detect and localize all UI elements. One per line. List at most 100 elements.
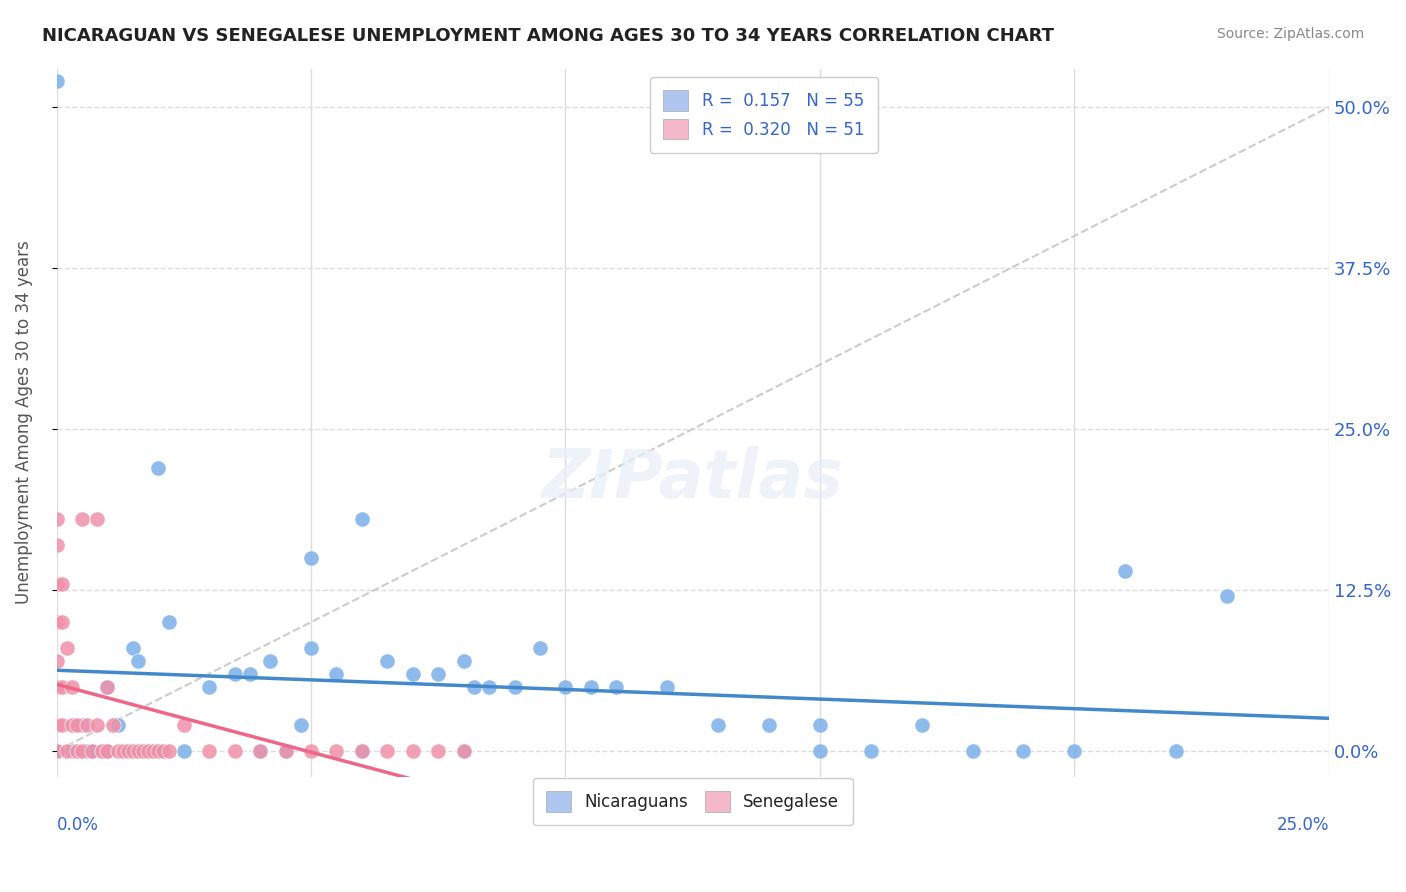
Text: 25.0%: 25.0% xyxy=(1277,815,1329,833)
Point xyxy=(136,744,159,758)
Point xyxy=(45,74,67,88)
Legend: Nicaraguans, Senegalese: Nicaraguans, Senegalese xyxy=(533,778,852,825)
Point xyxy=(56,744,79,758)
Point xyxy=(290,718,312,732)
Point xyxy=(101,718,124,732)
Point xyxy=(96,744,118,758)
Point xyxy=(350,744,373,758)
Point xyxy=(107,744,129,758)
Point xyxy=(299,744,322,758)
Point xyxy=(56,640,79,655)
Point xyxy=(76,744,98,758)
Point xyxy=(132,744,155,758)
Point xyxy=(402,744,425,758)
Point xyxy=(377,654,399,668)
Point xyxy=(605,680,627,694)
Point xyxy=(127,654,149,668)
Point xyxy=(808,718,831,732)
Point xyxy=(962,744,984,758)
Point xyxy=(1063,744,1085,758)
Point xyxy=(96,680,118,694)
Text: 0.0%: 0.0% xyxy=(56,815,98,833)
Point xyxy=(86,512,108,526)
Point xyxy=(529,640,551,655)
Point xyxy=(402,666,425,681)
Point xyxy=(157,744,180,758)
Point xyxy=(859,744,882,758)
Point xyxy=(86,718,108,732)
Point xyxy=(45,680,67,694)
Point xyxy=(239,666,262,681)
Point xyxy=(274,744,297,758)
Point xyxy=(82,744,104,758)
Point xyxy=(96,680,118,694)
Point xyxy=(66,744,89,758)
Point xyxy=(657,680,679,694)
Point xyxy=(503,680,526,694)
Point xyxy=(478,680,501,694)
Point xyxy=(148,744,170,758)
Point xyxy=(51,718,73,732)
Point xyxy=(96,744,118,758)
Point xyxy=(91,744,114,758)
Point xyxy=(707,718,730,732)
Point xyxy=(554,680,576,694)
Point xyxy=(274,744,297,758)
Point xyxy=(45,538,67,552)
Point xyxy=(1216,590,1239,604)
Point xyxy=(45,744,67,758)
Point xyxy=(66,718,89,732)
Point xyxy=(142,744,165,758)
Point xyxy=(122,744,145,758)
Point xyxy=(299,640,322,655)
Point xyxy=(579,680,602,694)
Point xyxy=(299,550,322,565)
Text: NICARAGUAN VS SENEGALESE UNEMPLOYMENT AMONG AGES 30 TO 34 YEARS CORRELATION CHAR: NICARAGUAN VS SENEGALESE UNEMPLOYMENT AM… xyxy=(42,27,1054,45)
Point xyxy=(70,512,93,526)
Point xyxy=(152,744,174,758)
Point xyxy=(224,666,246,681)
Point xyxy=(107,718,129,732)
Point xyxy=(45,744,67,758)
Y-axis label: Unemployment Among Ages 30 to 34 years: Unemployment Among Ages 30 to 34 years xyxy=(15,241,32,605)
Point xyxy=(325,744,347,758)
Point xyxy=(122,640,145,655)
Point xyxy=(173,744,195,758)
Point xyxy=(808,744,831,758)
Point xyxy=(51,680,73,694)
Point xyxy=(148,744,170,758)
Point xyxy=(758,718,780,732)
Point xyxy=(70,718,93,732)
Point xyxy=(45,615,67,629)
Point xyxy=(60,718,83,732)
Point xyxy=(453,744,475,758)
Point xyxy=(127,744,149,758)
Point xyxy=(136,744,159,758)
Point xyxy=(198,744,221,758)
Point xyxy=(249,744,271,758)
Point xyxy=(911,718,934,732)
Point xyxy=(427,666,450,681)
Point xyxy=(60,744,83,758)
Point xyxy=(1114,564,1136,578)
Point xyxy=(45,718,67,732)
Point xyxy=(82,744,104,758)
Point xyxy=(1164,744,1187,758)
Point xyxy=(70,744,93,758)
Point xyxy=(76,718,98,732)
Point xyxy=(453,744,475,758)
Point xyxy=(111,744,134,758)
Point xyxy=(259,654,281,668)
Text: ZIPatlas: ZIPatlas xyxy=(541,446,844,512)
Point xyxy=(249,744,271,758)
Point xyxy=(377,744,399,758)
Point xyxy=(96,744,118,758)
Point xyxy=(157,615,180,629)
Point xyxy=(148,460,170,475)
Point xyxy=(45,576,67,591)
Point xyxy=(60,680,83,694)
Point xyxy=(173,718,195,732)
Point xyxy=(198,680,221,694)
Text: Source: ZipAtlas.com: Source: ZipAtlas.com xyxy=(1216,27,1364,41)
Point xyxy=(45,512,67,526)
